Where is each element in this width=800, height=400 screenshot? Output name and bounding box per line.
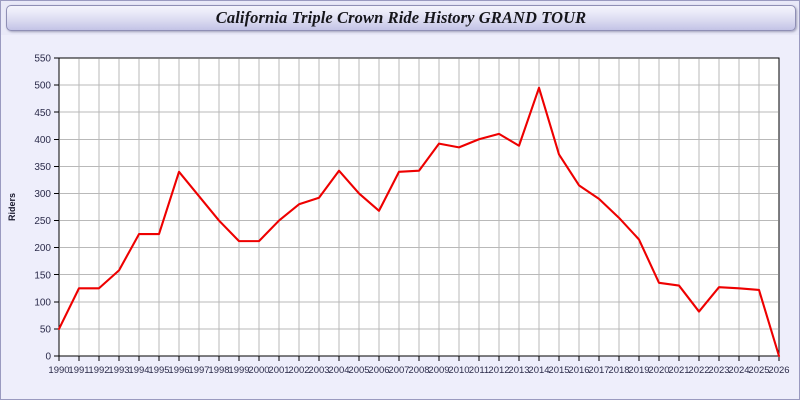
x-tick-label: 1997 [188,365,209,376]
y-tick-label: 400 [34,135,51,146]
y-tick-label: 550 [34,54,51,65]
y-tick-label: 0 [45,352,51,363]
x-tick-label: 2016 [568,365,589,376]
x-tick-label: 1991 [68,365,89,376]
x-tick-label: 1995 [148,365,169,376]
x-tick-label: 2019 [628,365,649,376]
x-tick-label: 2010 [448,365,469,376]
x-tick-label: 2018 [608,365,629,376]
y-tick-label: 100 [34,297,51,308]
x-tick-label: 2020 [648,365,669,376]
x-tick-label: 1996 [168,365,189,376]
y-tick-label: 300 [34,189,51,200]
y-tick-label: 450 [34,108,51,119]
x-tick-label: 2025 [748,365,769,376]
x-tick-label: 2000 [248,365,269,376]
x-tick-label: 2017 [588,365,609,376]
x-tick-label: 1992 [88,365,109,376]
x-tick-label: 2002 [288,365,309,376]
x-tick-label: 2004 [328,365,349,376]
y-tick-label: 500 [34,81,51,92]
y-axis-title: Riders [7,193,17,221]
x-tick-label: 2005 [348,365,369,376]
x-tick-label: 2009 [428,365,449,376]
x-tick-label: 2014 [528,365,549,376]
x-tick-label: 2007 [388,365,409,376]
y-tick-label: 350 [34,162,51,173]
x-tick-label: 1998 [208,365,229,376]
x-tick-label: 1999 [228,365,249,376]
y-tick-label: 150 [34,270,51,281]
window-title-bar: California Triple Crown Ride History GRA… [6,5,796,31]
x-tick-label: 2022 [688,365,709,376]
x-tick-label: 2015 [548,365,569,376]
x-tick-label: 2008 [408,365,429,376]
x-tick-label: 1994 [128,365,149,376]
x-tick-label: 1990 [48,365,69,376]
x-tick-label: 2011 [469,365,489,376]
y-tick-label: 50 [40,325,52,336]
x-tick-label: 2001 [268,365,289,376]
x-tick-label: 1993 [108,365,129,376]
y-tick-label: 200 [34,243,51,254]
x-tick-label: 2023 [708,365,729,376]
x-tick-label: 2012 [488,365,509,376]
x-tick-label: 2003 [308,365,329,376]
x-tick-label: 2021 [668,365,689,376]
x-tick-label: 2013 [508,365,529,376]
page-title: California Triple Crown Ride History GRA… [215,8,587,27]
x-tick-label: 2024 [728,365,749,376]
x-tick-label: 2026 [768,365,789,376]
data-series-line [57,86,781,358]
y-tick-label: 250 [34,216,51,227]
x-tick-label: 2006 [368,365,389,376]
chart-canvas: 0 50 100 150 200 250 300 350 400 450 500 550 1990 199… [1,35,799,399]
line-chart: 0501001502002503003504004505005501990199… [7,54,790,376]
